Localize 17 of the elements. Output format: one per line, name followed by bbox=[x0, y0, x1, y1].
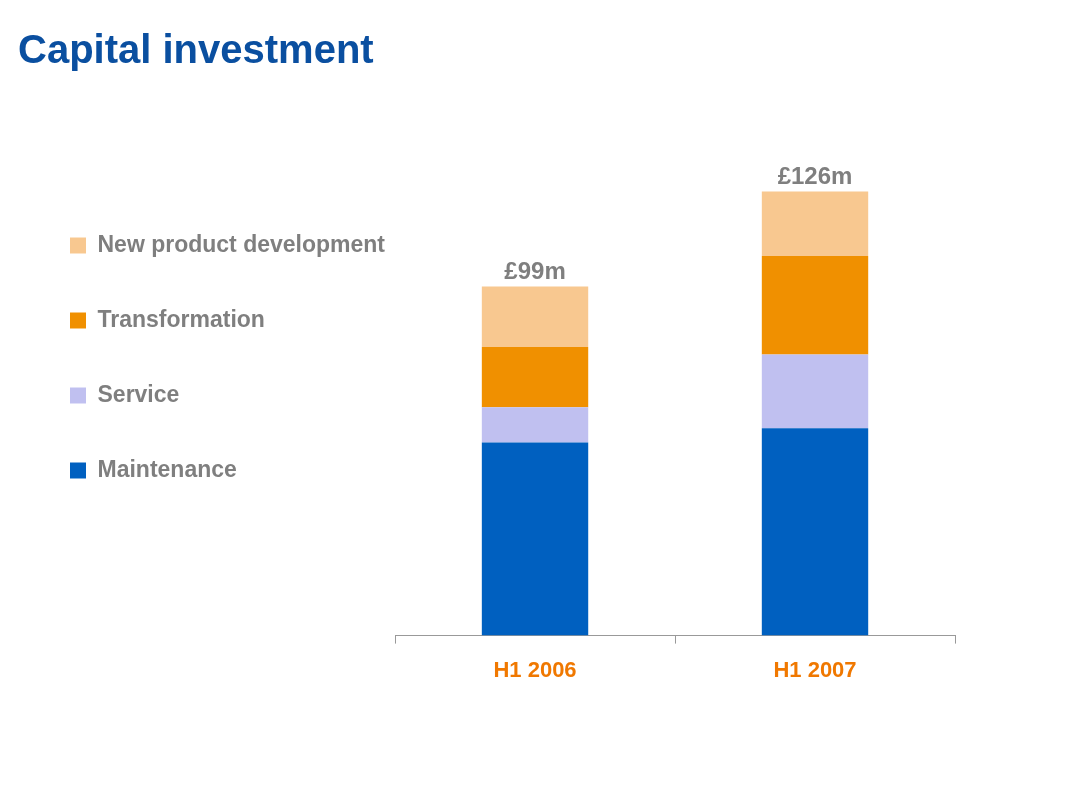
bar bbox=[761, 191, 869, 256]
bar bbox=[761, 354, 869, 429]
bar bbox=[481, 442, 589, 636]
legend-label: Service bbox=[97, 380, 180, 407]
legend-label: Maintenance bbox=[97, 455, 237, 482]
x-tick-label: H1 2007 bbox=[773, 656, 857, 682]
annotation: £99m bbox=[504, 257, 566, 285]
annotation: £126m bbox=[777, 162, 853, 190]
bar bbox=[761, 428, 869, 636]
bar bbox=[761, 255, 869, 355]
legend-label: New product development bbox=[97, 230, 386, 257]
bar bbox=[481, 286, 589, 347]
legend-label: Transformation bbox=[97, 305, 265, 332]
chart-title: Capital investment bbox=[18, 27, 374, 72]
bar bbox=[481, 346, 589, 408]
x-tick-label: H1 2006 bbox=[493, 656, 577, 682]
bar bbox=[481, 407, 589, 443]
